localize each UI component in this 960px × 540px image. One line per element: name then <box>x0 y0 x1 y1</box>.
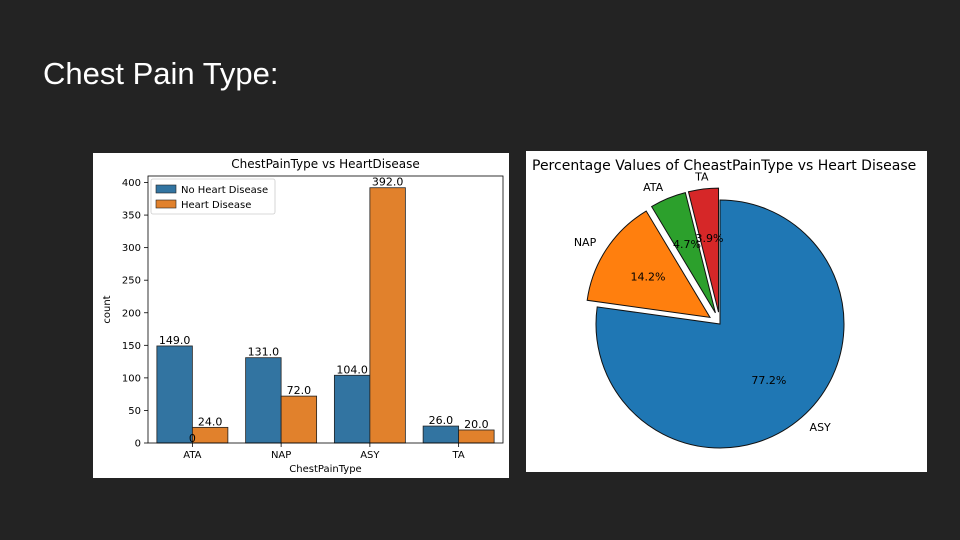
pie-slice-ta <box>687 187 720 313</box>
y-tick-label: 200 <box>122 308 141 319</box>
pie-slice-ata <box>650 192 716 314</box>
bar-heart-disease-nap <box>280 395 318 444</box>
pie-pct-label: 77.2% <box>751 374 786 387</box>
y-tick-label: 100 <box>122 373 141 384</box>
chart-title: ChestPainType vs HeartDisease <box>231 157 419 171</box>
legend-swatch <box>155 199 177 209</box>
plot-frame <box>147 175 504 444</box>
bar-no-heart-disease-ata <box>156 345 193 444</box>
pie-chart: Percentage Values of CheastPainType vs H… <box>532 158 916 449</box>
legend-swatch <box>155 184 177 194</box>
pie-pct-label: 14.2% <box>630 270 665 283</box>
x-tick-label: ATA <box>183 450 201 461</box>
data-label: 26.0 <box>429 414 454 427</box>
pie-pct-label: 3.9% <box>695 232 723 245</box>
y-tick-label: 150 <box>122 341 141 352</box>
slide-title: Chest Pain Type: <box>43 56 279 91</box>
y-tick-label: 300 <box>122 243 141 254</box>
pie-pct-label: 4.7% <box>673 238 701 251</box>
y-tick-label: 0 <box>135 439 141 450</box>
legend-label: Heart Disease <box>181 200 251 211</box>
y-axis-label: count <box>102 295 113 323</box>
pie-category-label: TA <box>694 171 709 184</box>
legend: No Heart Disease Heart Disease <box>150 178 276 215</box>
bar-chart-panel: ChestPainType vs HeartDisease 0 50 100 150 20… <box>93 153 509 478</box>
data-label-zero: 0 <box>189 432 196 445</box>
bar-no-heart-disease-nap <box>245 357 282 444</box>
legend-label: No Heart Disease <box>181 185 268 196</box>
data-label: 149.0 <box>159 334 191 347</box>
bar-no-heart-disease-ta <box>422 425 460 444</box>
bar-no-heart-disease-asy <box>333 374 371 444</box>
data-label: 131.0 <box>248 346 280 359</box>
data-label: 20.0 <box>464 418 489 431</box>
pie-chart-panel: Percentage Values of CheastPainType vs H… <box>526 151 927 472</box>
pie-category-label: ATA <box>643 181 664 194</box>
y-tick-label: 250 <box>122 276 141 287</box>
y-tick-label: 350 <box>122 211 141 222</box>
data-label: 392.0 <box>372 176 404 189</box>
x-tick-label: NAP <box>271 450 291 461</box>
bar-heart-disease-asy <box>369 187 406 444</box>
bar-chart: ChestPainType vs HeartDisease 0 50 100 150 20… <box>102 157 504 475</box>
data-label: 104.0 <box>336 363 368 376</box>
data-label: 24.0 <box>198 415 223 428</box>
y-tick-label: 50 <box>128 406 141 417</box>
x-tick-label: TA <box>452 450 465 461</box>
chart-title: Percentage Values of CheastPainType vs H… <box>532 158 916 174</box>
pie-slice-nap <box>586 210 711 319</box>
pie-category-label: ASY <box>810 421 832 434</box>
bar-heart-disease-ta <box>458 429 495 444</box>
data-label: 72.0 <box>287 384 312 397</box>
y-tick-label: 400 <box>122 178 141 189</box>
x-axis-label: ChestPainType <box>289 464 361 475</box>
pie-slice-asy <box>595 199 845 449</box>
legend-box <box>150 178 276 215</box>
bar-heart-disease-ata <box>191 426 229 444</box>
pie-category-label: NAP <box>574 236 597 249</box>
x-tick-label: ASY <box>360 450 380 461</box>
